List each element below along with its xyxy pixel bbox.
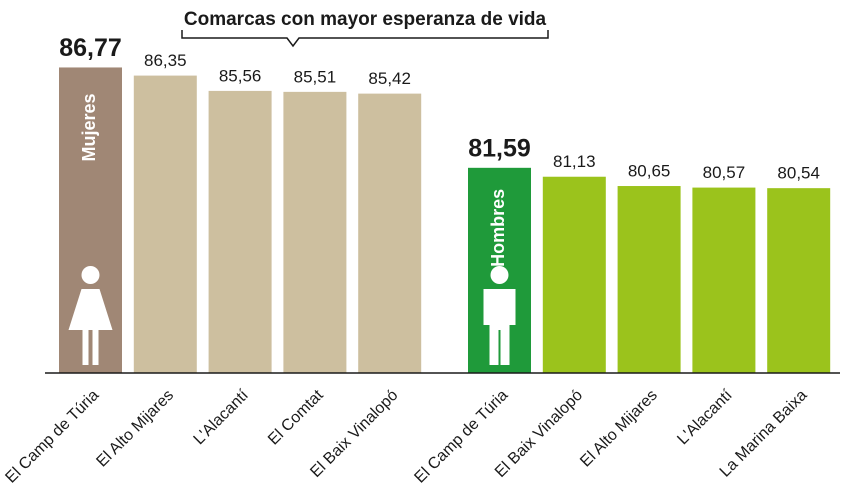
- person-icon: [490, 266, 509, 284]
- category-label: El Camp de Túria: [2, 387, 102, 487]
- bar: [358, 93, 422, 374]
- bar: [133, 75, 197, 373]
- value-label: 86,77: [59, 34, 122, 62]
- value-label: 81,59: [468, 134, 531, 162]
- group-label: Hombres: [488, 189, 508, 267]
- value-label: 85,42: [368, 69, 411, 88]
- category-label: El Comtat: [265, 386, 327, 448]
- person-icon: [483, 289, 516, 365]
- bar: [617, 186, 681, 373]
- bar: [208, 90, 272, 374]
- bar: [542, 176, 606, 373]
- category-label: L'Alacantí: [191, 386, 253, 448]
- chart-title: Comarcas con mayor esperanza de vida: [184, 9, 547, 30]
- bar: [767, 188, 831, 373]
- category-label: El Alto Mijares: [577, 387, 661, 471]
- value-label: 86,35: [144, 51, 187, 70]
- person-icon: [81, 266, 100, 284]
- bar: [692, 187, 756, 373]
- bars: 86,77 El Camp de Túria Mujeres 86,35 El Alto…: [2, 34, 831, 487]
- value-label: 85,56: [219, 66, 262, 85]
- title-bracket: [181, 30, 549, 48]
- value-label: 80,65: [628, 162, 671, 181]
- value-label: 85,51: [294, 67, 337, 86]
- value-label: 81,13: [553, 152, 596, 171]
- value-label: 80,57: [703, 163, 746, 182]
- value-label: 80,54: [777, 164, 820, 183]
- person-icon: [68, 289, 113, 365]
- category-label: L'Alacantí: [674, 386, 736, 448]
- group-label: Mujeres: [79, 93, 99, 161]
- bar: [283, 91, 347, 374]
- category-label: El Alto Mijares: [93, 387, 177, 471]
